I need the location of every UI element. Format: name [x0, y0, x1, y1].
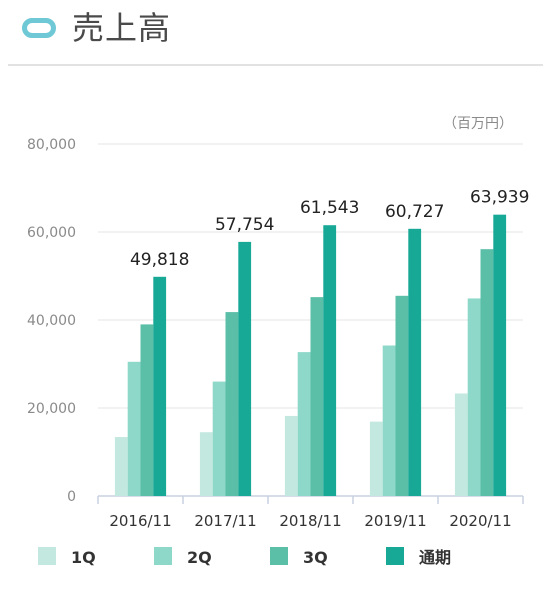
legend-label-3q: 3Q	[303, 548, 328, 567]
legend-swatch-3q	[270, 547, 288, 565]
bar-3q	[395, 295, 409, 496]
header-divider	[8, 64, 543, 66]
y-tick-label: 0	[67, 489, 76, 505]
bar-3q	[140, 324, 154, 496]
bar-2q	[297, 352, 311, 496]
x-tick-label: 2020/11	[449, 512, 511, 530]
y-tick-label: 40,000	[27, 313, 76, 329]
bar-annual	[153, 276, 167, 496]
data-label: 60,727	[385, 202, 444, 222]
legend-label-2q: 2Q	[187, 548, 212, 567]
bar-annual	[323, 225, 337, 496]
pill-ring-icon	[22, 18, 56, 38]
bar-1q	[199, 432, 213, 496]
header: 売上高	[0, 0, 551, 66]
data-label: 61,543	[300, 198, 359, 218]
bar-1q	[114, 437, 128, 496]
bar-2q	[127, 361, 141, 496]
bar-1q	[454, 393, 468, 496]
bar-2q	[467, 298, 481, 496]
x-tick-label: 2016/11	[109, 512, 171, 530]
bar-3q	[225, 312, 239, 496]
data-label: 63,939	[470, 188, 529, 208]
legend-label-annual: 通期	[419, 548, 452, 567]
legend-label-1q: 1Q	[71, 548, 96, 567]
legend-swatch-1q	[38, 547, 56, 565]
bar-1q	[284, 415, 298, 496]
bar-annual	[238, 241, 252, 496]
data-label: 57,754	[215, 215, 274, 235]
legend-swatch-annual	[386, 547, 404, 565]
bar-2q	[212, 381, 226, 496]
chart-legend: 1Q 2Q 3Q 通期	[38, 544, 538, 574]
bar-2q	[382, 345, 396, 496]
y-tick-label: 20,000	[27, 401, 76, 417]
x-tick-label: 2018/11	[279, 512, 341, 530]
page-title: 売上高	[72, 9, 172, 47]
bar-annual	[493, 214, 507, 496]
legend-swatch-2q	[154, 547, 172, 565]
bar-annual	[408, 228, 422, 496]
bar-3q	[480, 249, 494, 496]
x-tick-label: 2019/11	[364, 512, 426, 530]
y-tick-label: 60,000	[27, 225, 76, 241]
x-tick-label: 2017/11	[194, 512, 256, 530]
data-label: 49,818	[130, 250, 189, 270]
bar-3q	[310, 297, 324, 496]
bar-1q	[369, 421, 383, 496]
y-tick-label: 80,000	[27, 137, 76, 153]
unit-label: （百万円）	[443, 116, 513, 132]
